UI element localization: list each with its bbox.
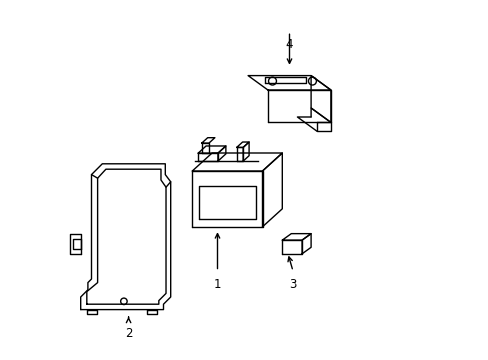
Text: 3: 3 — [289, 278, 296, 291]
Text: 2: 2 — [124, 327, 132, 339]
Text: 4: 4 — [285, 38, 293, 51]
Text: 1: 1 — [213, 278, 221, 291]
